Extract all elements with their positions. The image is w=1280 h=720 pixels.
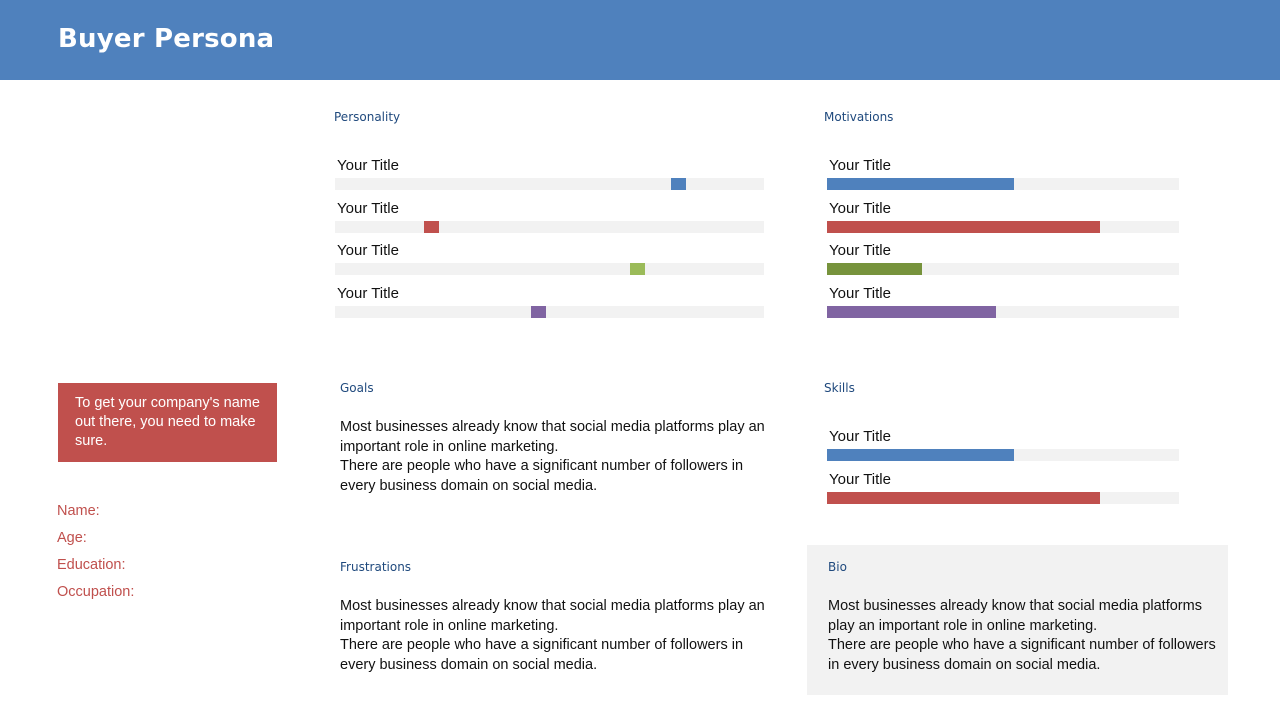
motivations-item-title: Your Title — [829, 284, 891, 302]
occupation-field-label: Occupation: — [57, 584, 135, 600]
goals-label: Goals — [340, 381, 374, 395]
frustrations-label: Frustrations — [340, 560, 412, 574]
skills-label: Skills — [824, 381, 855, 395]
motivations-bar-track — [827, 305, 1179, 318]
education-field-label: Education: — [57, 557, 126, 573]
personality-item-title: Your Title — [337, 157, 399, 174]
skills-item-title: Your Title — [829, 470, 891, 488]
personality-item-title: Your Title — [337, 199, 399, 217]
frustrations-paragraph-2: There are people who have a significant … — [340, 637, 744, 673]
goals-paragraph-2: There are people who have a significant … — [340, 458, 744, 494]
name-field-label: Name: — [57, 503, 100, 519]
motivations-bar-fill — [827, 305, 996, 318]
page-title: Buyer Persona — [58, 24, 275, 54]
header-banner: Buyer Persona — [0, 0, 1280, 80]
personality-label: Personality — [334, 110, 401, 124]
bio-label: Bio — [828, 560, 847, 574]
age-field-label: Age: — [57, 530, 87, 546]
motivations-bar-track — [827, 220, 1179, 233]
skills-bar-fill — [827, 491, 1100, 504]
skills-item-title: Your Title — [829, 428, 891, 445]
personality-bar-marker — [424, 220, 439, 233]
motivations-item-title: Your Title — [829, 242, 891, 259]
goals-paragraph-1: Most businesses already know that social… — [340, 419, 765, 455]
bio-paragraph-2: There are people who have a significant … — [828, 637, 1216, 673]
bio-paragraph-1: Most businesses already know that social… — [828, 598, 1202, 634]
personality-bar-track — [335, 263, 764, 275]
personality-item-title: Your Title — [337, 242, 399, 259]
motivations-bar-fill — [827, 178, 1014, 190]
personality-bar-marker — [671, 178, 686, 190]
motivations-bar-fill — [827, 263, 922, 275]
frustrations-text: Most businesses already know that social… — [340, 597, 780, 675]
skills-bar-fill — [827, 449, 1014, 461]
personality-bar-marker — [531, 305, 546, 318]
bio-box — [807, 545, 1228, 695]
motivations-label: Motivations — [824, 110, 894, 124]
frustrations-paragraph-1: Most businesses already know that social… — [340, 598, 765, 634]
skills-bar-track — [827, 449, 1179, 461]
personality-item-title: Your Title — [337, 284, 399, 302]
skills-bar-track — [827, 491, 1179, 504]
bio-text: Most businesses already know that social… — [828, 597, 1216, 675]
callout-box: To get your company's name out there, yo… — [58, 383, 277, 462]
personality-bar-marker — [630, 263, 645, 275]
personality-bar-track — [335, 220, 764, 233]
personality-bar-track — [335, 305, 764, 318]
goals-text: Most businesses already know that social… — [340, 418, 780, 496]
callout-text: To get your company's name out there, yo… — [75, 395, 260, 449]
motivations-bar-track — [827, 263, 1179, 275]
motivations-item-title: Your Title — [829, 199, 891, 217]
motivations-bar-fill — [827, 220, 1100, 233]
motivations-bar-track — [827, 178, 1179, 190]
motivations-item-title: Your Title — [829, 157, 891, 174]
personality-bar-track — [335, 178, 764, 190]
